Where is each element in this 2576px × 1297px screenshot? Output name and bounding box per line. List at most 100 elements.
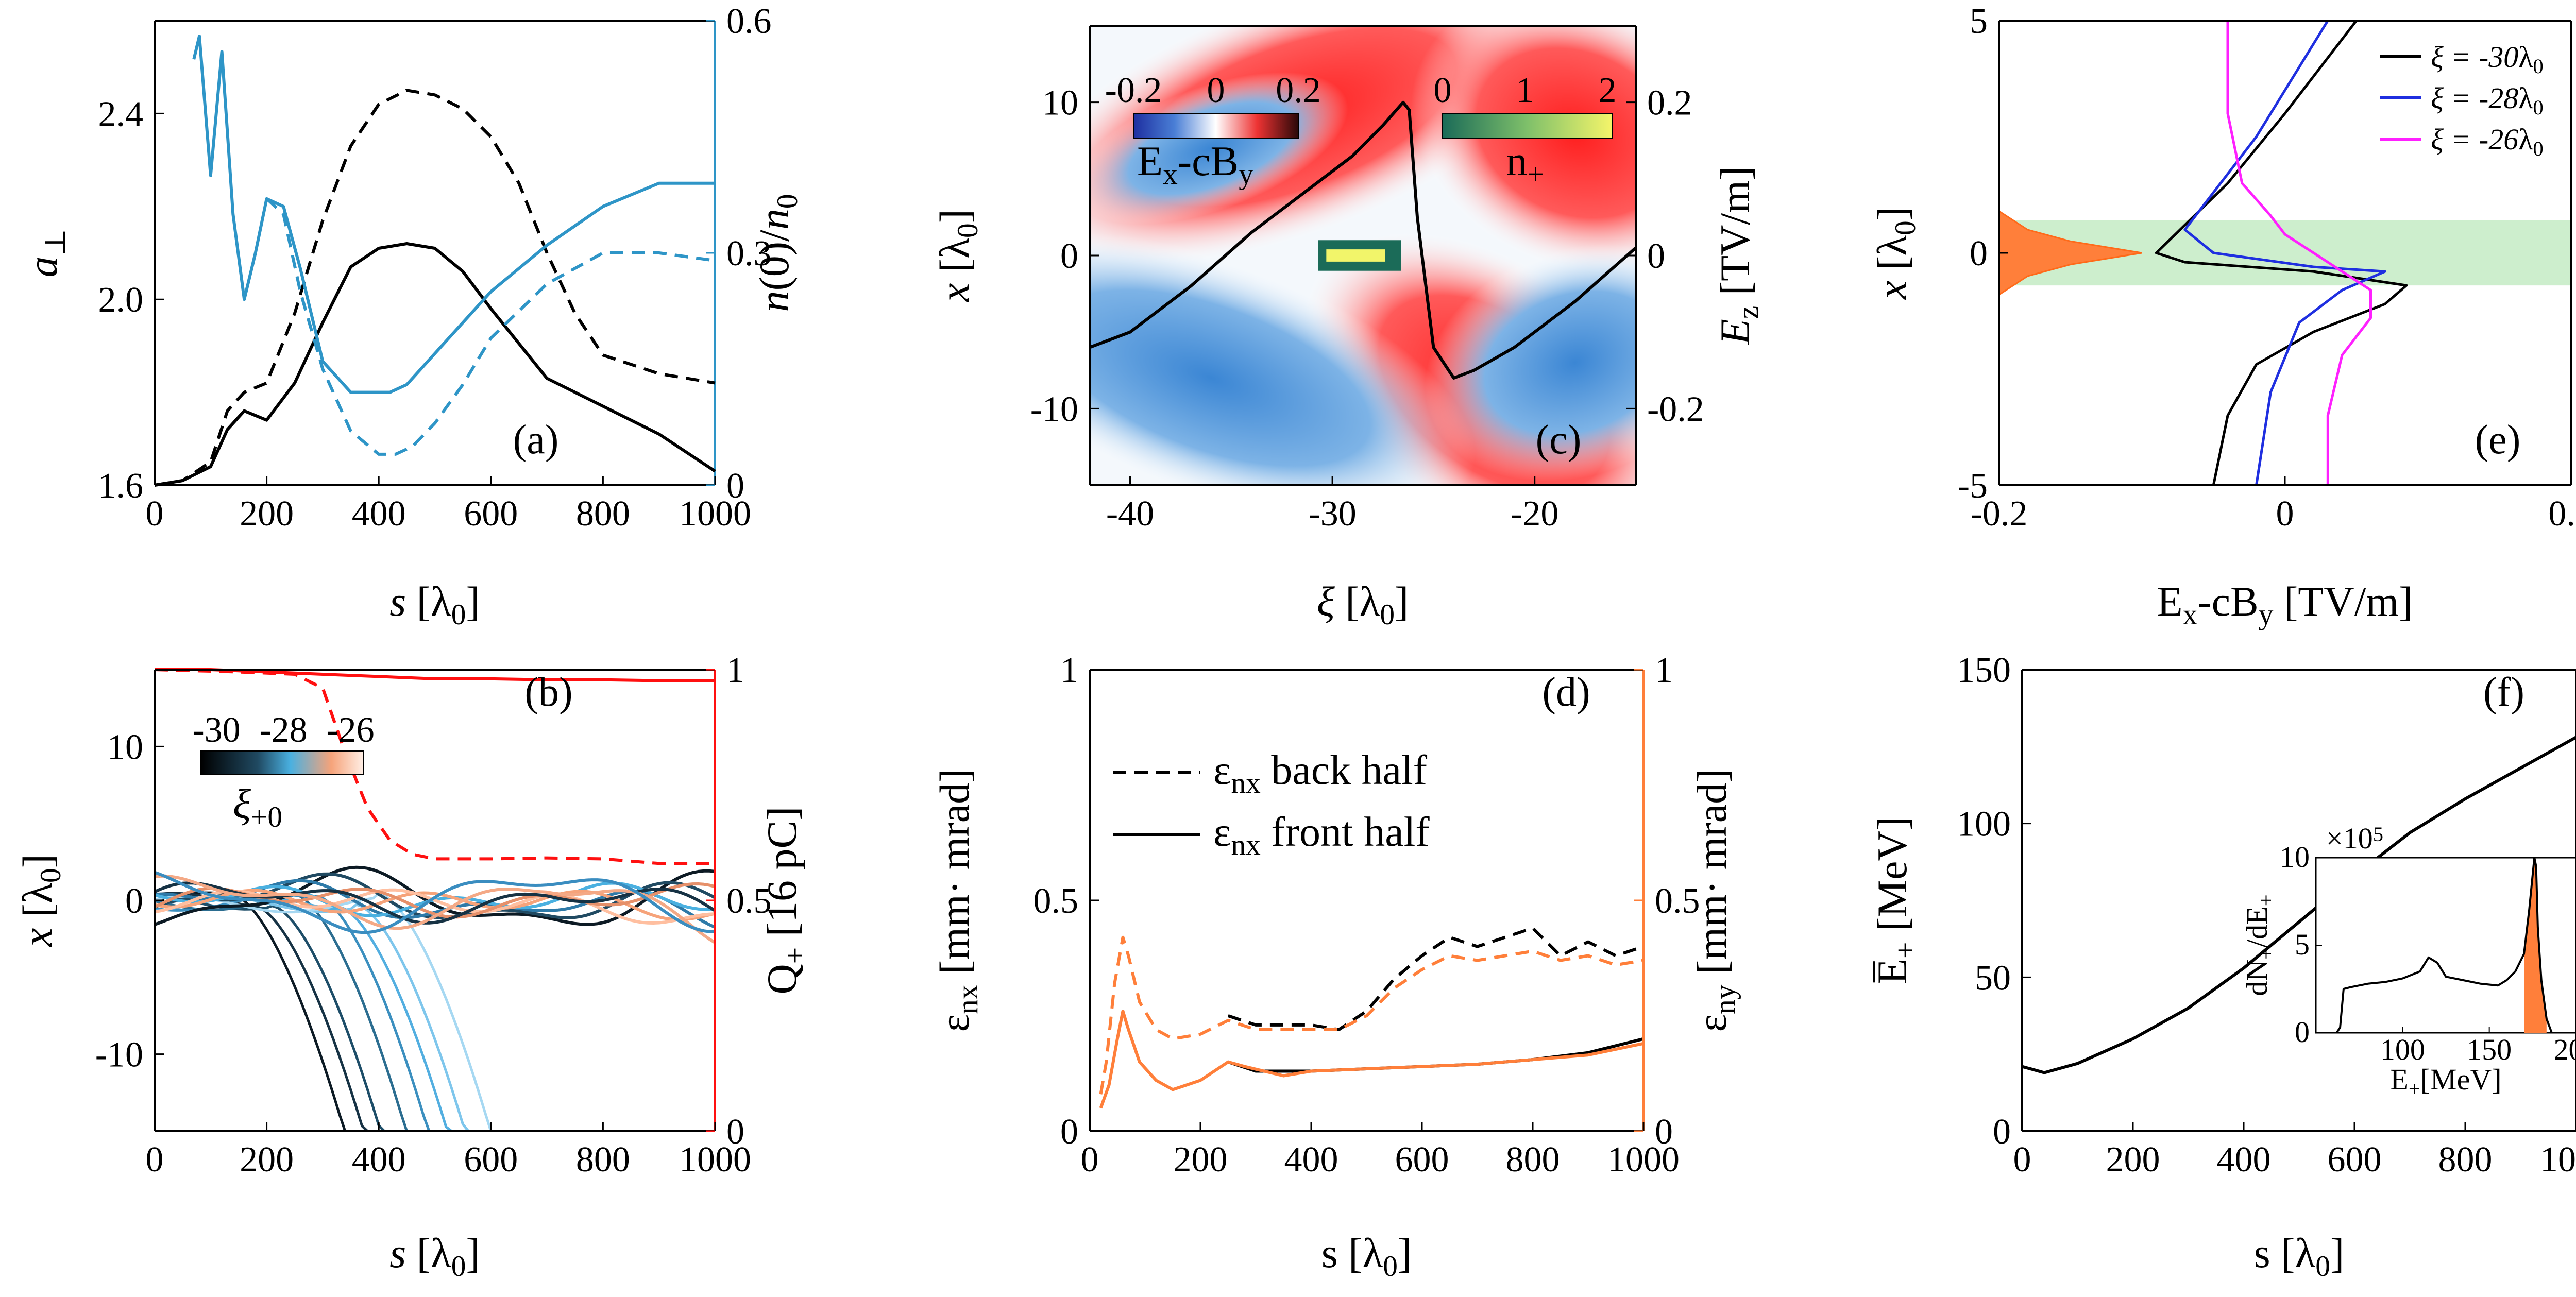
panel-d-xtick-label: 0 <box>1081 1140 1099 1180</box>
panel-d-xtick-label: 200 <box>1174 1140 1228 1180</box>
panel-f-ytick-label: 150 <box>1957 651 2011 690</box>
panel-f-inset-xtick-label: 100 <box>2380 1033 2425 1066</box>
panel-a-series-1 <box>154 242 716 487</box>
panel-c-xlabel: ξ [λ0] <box>1317 578 1409 631</box>
panel-f-xtick-label: 400 <box>2217 1140 2271 1180</box>
panel-d-label: (d) <box>1542 670 1590 715</box>
panel-f-inset-ytick-label: 0 <box>2295 1015 2310 1049</box>
panel-e-series-3 <box>2226 21 2372 485</box>
panel-f-mean-energy <box>2022 736 2576 1074</box>
panel-e-xlabel: Ex-cBy [TV/m] <box>2157 578 2413 631</box>
panel-a-series-4 <box>265 197 716 456</box>
panel-c-positron-core <box>1326 249 1385 262</box>
panel-a-ytick-right-label: 0.3 <box>726 234 772 274</box>
panel-b-ytick-right-label: 0.5 <box>726 881 772 921</box>
panel-a-label: (a) <box>513 417 559 463</box>
panel-c-density-colorbar-tick: 0 <box>1434 71 1452 110</box>
panel-d-xtick-label: 800 <box>1506 1140 1560 1180</box>
panel-f-ylabel: E̅+ [MeV] <box>1869 816 1922 984</box>
panel-e-xtick-label: -0.2 <box>1971 494 2028 534</box>
panel-c-label: (c) <box>1536 417 1582 463</box>
panel-b-colorbar-tick: -26 <box>326 710 374 750</box>
panel-c-ylabel-left: x [λ0] <box>931 209 984 302</box>
panel-b-charge-series-1 <box>155 668 715 682</box>
panel-a-ylabel-right: n(0)/n0 <box>751 194 804 312</box>
panel-b-xtick-label: 800 <box>576 1140 630 1180</box>
panel-a-xtick-label: 1000 <box>679 494 751 534</box>
panel-c-ez-line <box>1089 100 1637 380</box>
panel-d-ytick-label: 0 <box>1060 1112 1078 1152</box>
panel-f-xtick-label: 0 <box>2013 1140 2031 1180</box>
panel-b-lost-trajectory <box>154 892 369 1132</box>
panel-c-density-colorbar-tick: 1 <box>1516 71 1534 110</box>
panel-e-legend-label-1: ξ = -30λ0 <box>2431 40 2544 78</box>
panel-c-field-negative-lower <box>1090 231 1476 485</box>
panel-d-ylabel-left: εnx [mm· mrad] <box>931 769 984 1032</box>
panel-b-ytick-label: 0 <box>125 881 143 921</box>
panel-b-ytick-label: 10 <box>107 727 143 767</box>
panel-f-xtick-label: 200 <box>2106 1140 2160 1180</box>
panel-a-xlabel: s [λ0] <box>389 578 480 631</box>
panel-a-series-3 <box>192 35 715 394</box>
panel-c-ytick-label: -10 <box>1030 389 1078 429</box>
panel-b-trajectory <box>154 871 716 934</box>
panel-c-field-negative-right <box>1425 244 1636 482</box>
panel-e-ylabel: x [λ0] <box>1869 207 1922 300</box>
panel-a-xtick-label: 800 <box>576 494 630 534</box>
panel-b-trajectory <box>154 874 716 944</box>
panel-c-ytick-right-label: 0 <box>1647 236 1665 276</box>
panel-a-xtick-label: 600 <box>464 494 518 534</box>
panel-a-xtick-label: 0 <box>146 494 164 534</box>
panel-f-label: (f) <box>2483 670 2524 715</box>
panel-d-xtick-label: 1000 <box>1607 1140 1680 1180</box>
panel-b-lost-trajectory <box>154 891 347 1132</box>
panel-c-field-colorbar-tick: -0.2 <box>1105 71 1162 110</box>
panel-b-ylabel-right: Q+ [16 pC] <box>758 807 811 995</box>
panel-b-ytick-right-label: 1 <box>726 651 744 690</box>
panel-c-ytick-right-label: 0.2 <box>1647 83 1692 123</box>
panel-a: 0 200 400 600 800 1000 1.6 2.0 2.4 0 0.3 0.6 s [λ0] a… <box>19 2 804 631</box>
panel-e-series-1 <box>2155 20 2408 486</box>
panel-e-series-2 <box>2183 20 2386 486</box>
panel-f-inset-xtick-label: 150 <box>2467 1033 2512 1066</box>
panel-e-xtick-label: 0 <box>2276 494 2294 534</box>
panel-c-density-colorbar-tick: 2 <box>1599 71 1617 110</box>
panel-c-xtick-label: -20 <box>1511 494 1558 534</box>
panel-b-xlabel: s [λ0] <box>389 1230 480 1283</box>
panel-d-xtick-label: 600 <box>1395 1140 1449 1180</box>
panel-c-field-negative-upper <box>1090 72 1348 225</box>
panel-a-xtick-label: 200 <box>240 494 294 534</box>
panel-a-ylabel-left: a⊥ <box>19 229 72 278</box>
panel-f-ytick-label: 50 <box>1975 958 2011 998</box>
panel-c-ytick-label: 10 <box>1042 83 1078 123</box>
panel-d-ytick-label: 1 <box>1060 651 1078 690</box>
panel-b-colorbar <box>200 750 364 775</box>
panel-b-trajectory <box>154 865 716 926</box>
panel-e-legend-label-2: ξ = -28λ0 <box>2431 81 2544 119</box>
panel-e-label: (e) <box>2475 417 2521 463</box>
panel-f-inset-spectrum <box>2335 857 2553 1034</box>
panel-b-ytick-label: -10 <box>95 1035 143 1075</box>
panel-f-inset-peak-fill <box>2524 858 2547 1033</box>
panel-b-label: (b) <box>524 670 572 715</box>
panel-d-ytick-label: 0.5 <box>1033 881 1079 921</box>
panel-e-ytick-label: 0 <box>1970 234 1988 274</box>
panel-f-inset-ytick-label: 5 <box>2295 928 2310 961</box>
panel-f-xtick-label: 600 <box>2328 1140 2382 1180</box>
panel-b-ytick-right-label: 0 <box>726 1112 744 1152</box>
panel-a-ytick-label: 2.4 <box>98 94 144 134</box>
panel-c-xtick-label: -40 <box>1106 494 1154 534</box>
panel-b-colorbar-label: ξ+0 <box>233 780 282 833</box>
panel-d-series-2 <box>1099 935 1644 1095</box>
panel-b-colorbar-tick: -28 <box>259 710 307 750</box>
panel-d-series-1 <box>1227 926 1644 1031</box>
panel-d-xtick-label: 400 <box>1284 1140 1338 1180</box>
panel-e-bunch-profile <box>1998 210 2142 296</box>
panel-c-field-colorbar-label: Ex-cBy <box>1137 138 1253 191</box>
panel-d-xlabel: s [λ0] <box>1321 1230 1412 1283</box>
panel-f-xtick-label: 800 <box>2438 1140 2493 1180</box>
panel-d-ytick-right-label: 1 <box>1655 651 1673 690</box>
panel-f-xtick-label: 1000 <box>2540 1140 2576 1180</box>
panel-a-ytick-right-label: 0 <box>726 466 744 506</box>
